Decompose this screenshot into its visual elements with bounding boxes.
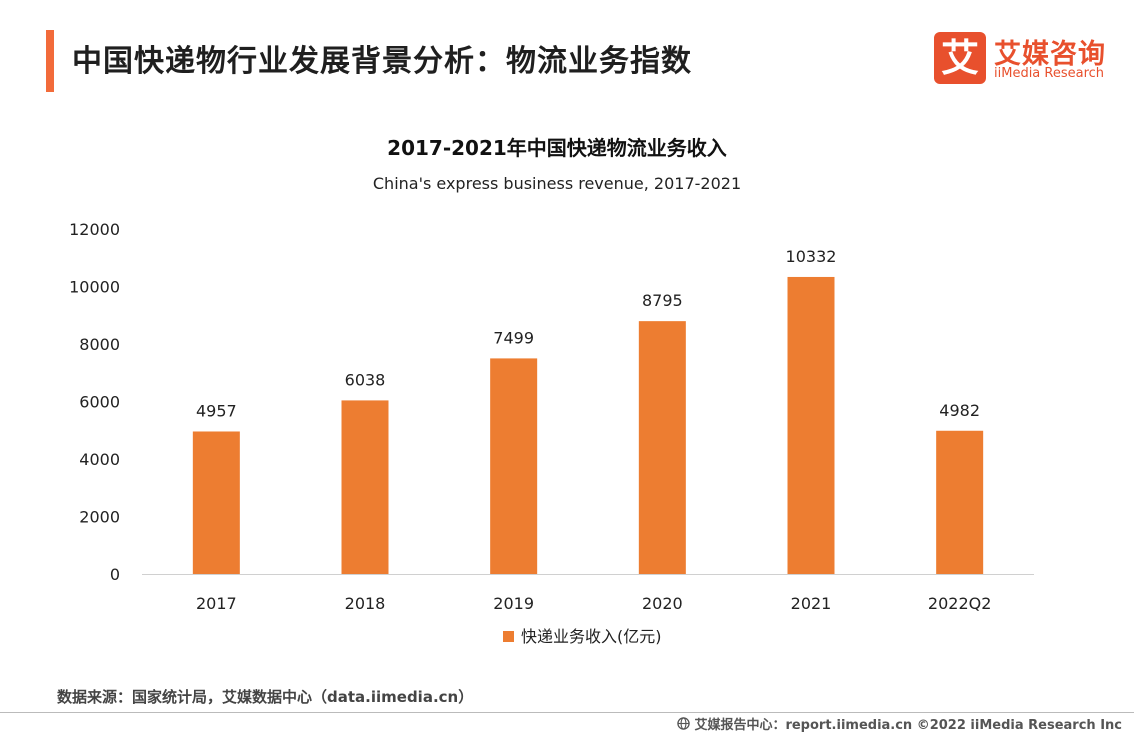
bar-value-label: 4982 <box>939 401 980 420</box>
x-tick-label: 2017 <box>196 594 237 613</box>
x-tick-label: 2022Q2 <box>928 594 992 613</box>
bar <box>341 400 389 574</box>
footer-text: 艾媒报告中心：report.iimedia.cn ©2022 iiMedia R… <box>694 718 1122 733</box>
bar-value-label: 10332 <box>786 247 837 266</box>
footer: 艾媒报告中心：report.iimedia.cn ©2022 iiMedia R… <box>677 714 1122 733</box>
bar <box>490 358 538 574</box>
legend-label: 快递业务收入(亿元) <box>521 627 662 646</box>
page-title: 中国快递物行业发展背景分析：物流业务指数 <box>72 44 692 79</box>
logo-mark: 艾 <box>934 32 986 84</box>
iimedia-logo: 艾 艾媒咨询 iiMedia Research <box>934 30 1124 86</box>
bar-value-label: 7499 <box>493 328 534 347</box>
legend-swatch <box>503 631 514 642</box>
y-tick-label: 8000 <box>79 335 120 354</box>
bar <box>787 276 835 574</box>
y-tick-label: 6000 <box>79 393 120 412</box>
y-tick-label: 0 <box>110 565 120 584</box>
x-tick-label: 2021 <box>791 594 832 613</box>
footer-divider <box>0 712 1134 713</box>
y-tick-label: 2000 <box>79 508 120 527</box>
chart-subtitle: China's express business revenue, 2017-2… <box>372 174 742 193</box>
bar <box>192 431 240 574</box>
x-tick-label: 2019 <box>493 594 534 613</box>
x-tick-label: 2018 <box>345 594 386 613</box>
y-tick-label: 4000 <box>79 450 120 469</box>
bar <box>638 321 686 574</box>
title-accent-bar <box>46 30 54 92</box>
bar-value-label: 4957 <box>196 401 237 420</box>
y-tick-label: 12000 <box>69 220 120 239</box>
bar-value-label: 6038 <box>345 370 386 389</box>
x-tick-label: 2020 <box>642 594 683 613</box>
globe-icon <box>677 717 691 730</box>
bar-value-label: 8795 <box>642 291 683 310</box>
chart-title: 2017-2021年中国快递物流业务收入 <box>387 136 727 160</box>
data-source-note: 数据来源：国家统计局，艾媒数据中心（data.iimedia.cn） <box>57 688 474 706</box>
y-tick-label: 10000 <box>69 278 120 297</box>
bar <box>936 430 984 574</box>
logo-name-en: iiMedia Research <box>994 66 1105 81</box>
logo-name-cn: 艾媒咨询 <box>994 39 1106 70</box>
